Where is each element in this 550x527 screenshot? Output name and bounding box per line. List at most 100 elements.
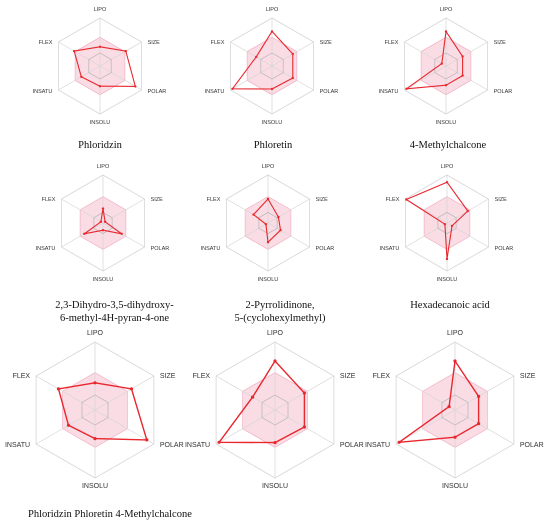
- spoke-insatu: [35, 409, 96, 445]
- axis-label-polar: POLAR: [520, 442, 544, 449]
- spoke-flex: [226, 198, 269, 224]
- profile-point-size: [291, 52, 294, 56]
- profile-point-flex: [252, 213, 255, 216]
- radar-chart-8: LIPO SIZE POLAR INSOLU INSATU FLEX: [185, 330, 364, 490]
- profile-point-insatu: [231, 87, 234, 91]
- caption-hexadecanoic-acid: Hexadecanoic acid: [410, 300, 490, 311]
- spoke-polar: [445, 65, 488, 91]
- profile-point-lipo: [98, 45, 102, 48]
- profile-point-insolu: [266, 241, 270, 244]
- profile-point-insatu: [405, 87, 408, 91]
- profile-point-polar: [120, 232, 123, 235]
- axis-label-insolu: INSOLU: [442, 483, 468, 490]
- spoke-polar: [454, 409, 515, 445]
- profile-point-insolu: [453, 435, 457, 439]
- profile-point-polar: [134, 85, 137, 88]
- profile-point-flex: [73, 49, 76, 53]
- inner-polygon: [88, 52, 112, 80]
- radar-chart-6: LIPO SIZE POLAR INSOLU INSATU FLEX: [380, 164, 514, 283]
- axis-label-insolu: INSOLU: [436, 120, 457, 126]
- axis-label-size: SIZE: [340, 373, 356, 380]
- axis-label-polar: POLAR: [148, 89, 167, 95]
- spoke-insatu: [226, 222, 269, 248]
- axis-label-lipo: LIPO: [267, 330, 284, 337]
- axis-label-flex: FLEX: [42, 197, 56, 203]
- axis-label-polar: POLAR: [340, 442, 364, 449]
- axis-label-size: SIZE: [520, 373, 536, 380]
- caption-4-methylchalcone: 4-Methylchalcone: [409, 140, 487, 151]
- radar-chart-2: LIPO SIZE POLAR INSOLU INSATU FLEX: [205, 7, 339, 126]
- profile-point-flex: [99, 220, 103, 223]
- profile-point-size: [302, 391, 306, 395]
- axis-label-size: SIZE: [494, 40, 507, 46]
- axis-label-flex: FLEX: [193, 373, 211, 380]
- spoke-size: [94, 375, 155, 411]
- inner-polygon: [261, 394, 289, 426]
- axis-label-polar: POLAR: [151, 246, 170, 252]
- axis-label-polar: POLAR: [316, 246, 335, 252]
- profile-point-size: [124, 49, 128, 53]
- profile-point-insatu: [217, 440, 221, 444]
- spoke-flex: [404, 41, 447, 67]
- axis-label-flex: FLEX: [207, 197, 221, 203]
- axis-label-polar: POLAR: [495, 246, 514, 252]
- spoke-flex: [395, 375, 456, 411]
- profile-point-lipo: [93, 381, 97, 385]
- axis-label-lipo: LIPO: [97, 164, 110, 170]
- profile-point-flex: [56, 387, 61, 391]
- caption-phloridzin: Phloridzin: [78, 140, 122, 151]
- profile-point-insolu: [98, 85, 102, 88]
- spoke-size: [267, 198, 310, 224]
- profile-point-lipo: [101, 207, 105, 210]
- profile-point-flex: [440, 62, 443, 65]
- profile-point-size: [466, 209, 469, 213]
- radar-chart-1: LIPO SIZE POLAR INSOLU INSATU FLEX: [33, 7, 167, 126]
- spoke-size: [454, 375, 515, 411]
- caption-dihydro-pyranone: 2,3-Dihydro-3,5-dihydroxy- 6-methyl-4H-p…: [55, 300, 174, 324]
- profile-point-insatu: [264, 223, 268, 226]
- axis-label-flex: FLEX: [385, 40, 399, 46]
- profile-point-flex: [251, 395, 255, 399]
- inner-polygon: [93, 211, 113, 235]
- axis-label-insatu: INSATU: [380, 246, 400, 252]
- axis-label-lipo: LIPO: [447, 330, 464, 337]
- axis-label-insatu: INSATU: [379, 89, 399, 95]
- spoke-polar: [446, 222, 489, 248]
- profile-point-insolu: [93, 437, 97, 441]
- profile-point-polar: [477, 422, 481, 426]
- axis-label-polar: POLAR: [494, 89, 513, 95]
- profile-point-polar: [461, 74, 464, 77]
- spoke-insatu: [230, 65, 273, 91]
- axis-label-size: SIZE: [495, 197, 508, 203]
- axis-label-insatu: INSATU: [33, 89, 53, 95]
- spoke-insatu: [395, 409, 456, 445]
- profile-point-insatu: [443, 223, 447, 226]
- profile-point-size: [277, 215, 280, 219]
- spoke-insatu: [405, 222, 448, 248]
- profile-point-lipo: [270, 30, 274, 33]
- profile-point-flex: [255, 55, 258, 59]
- profile-point-insolu: [444, 84, 448, 87]
- axis-label-insolu: INSOLU: [262, 483, 288, 490]
- axis-label-insatu: INSATU: [185, 442, 210, 449]
- axis-label-insolu: INSOLU: [258, 277, 279, 283]
- spoke-flex: [58, 41, 101, 67]
- axis-label-insolu: INSOLU: [262, 120, 283, 126]
- axis-label-size: SIZE: [151, 197, 164, 203]
- inner-polygon: [81, 394, 109, 426]
- profile-point-lipo: [444, 30, 448, 33]
- axis-label-lipo: LIPO: [94, 7, 107, 13]
- axis-label-insolu: INSOLU: [93, 277, 114, 283]
- profile-point-insatu: [66, 423, 71, 427]
- radar-chart-4: LIPO SIZE POLAR INSOLU INSATU FLEX: [36, 164, 170, 283]
- profile-point-insolu: [273, 441, 277, 445]
- profile-point-insatu: [83, 232, 86, 235]
- axis-label-flex: FLEX: [39, 40, 53, 46]
- axis-label-flex: FLEX: [13, 373, 31, 380]
- axis-label-size: SIZE: [320, 40, 333, 46]
- profile-point-lipo: [445, 181, 449, 184]
- axis-label-size: SIZE: [160, 373, 176, 380]
- spoke-polar: [267, 222, 310, 248]
- axis-label-size: SIZE: [148, 40, 161, 46]
